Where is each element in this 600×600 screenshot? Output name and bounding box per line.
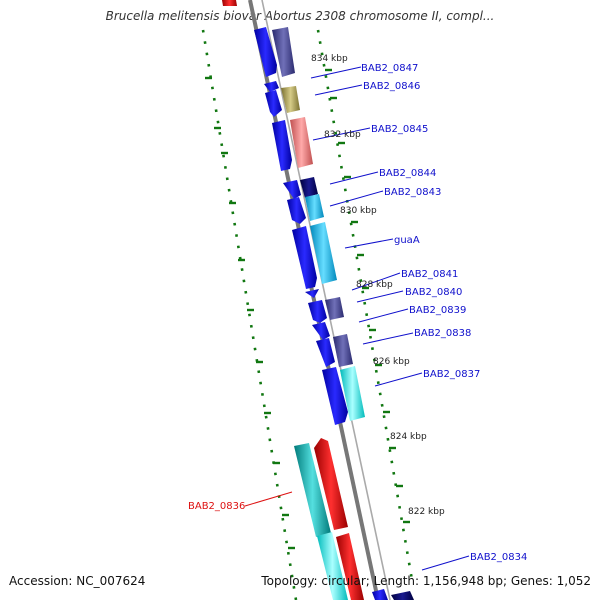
gene-label-bab2-0834[interactable]: BAB2_0834 (470, 552, 527, 563)
gene-track-forward (254, 27, 365, 425)
gene-bab2-0834-feature-cds (372, 589, 388, 600)
gene-bab2-0837-feature-cds (340, 366, 365, 421)
gene-label-bab2-0843[interactable]: BAB2_0843 (384, 187, 441, 198)
gene-label-bab2-0837[interactable]: BAB2_0837 (423, 369, 480, 380)
gene-label-bab2-0846[interactable]: BAB2_0846 (363, 81, 420, 92)
gene-bab2-0846-feature-strand (264, 81, 279, 92)
gene-label-bab2-0839[interactable]: BAB2_0839 (409, 305, 466, 316)
tick-dots-right (316, 29, 414, 581)
gene-bab2-0836-feature-cds (294, 443, 331, 537)
gene-label-guaa[interactable]: guaA (394, 235, 420, 246)
kbp-ruler-labels: 834 kbp 832 kbp 830 kbp 828 kbp 826 kbp … (311, 54, 445, 517)
gene-bab2-0836-feature-strand (314, 438, 348, 530)
gene-label-bab2-0840[interactable]: BAB2_0840 (405, 287, 462, 298)
map-title: Brucella melitensis biovar Abortus 2308 … (105, 9, 495, 23)
gene-label-bab2-0845[interactable]: BAB2_0845 (371, 124, 428, 135)
gene-bab2-0838-feature-strand (316, 338, 335, 367)
gene-bab2-0840-feature-strand (308, 300, 327, 323)
kbp-label-828: 828 kbp (356, 280, 393, 290)
gene-guaa-feature-strand (292, 226, 317, 289)
gene-label-bab2-0841[interactable]: BAB2_0841 (401, 269, 458, 280)
gene-track-lower (222, 0, 414, 600)
kbp-label-824: 824 kbp (390, 432, 427, 442)
gene-label-bab2-0838[interactable]: BAB2_0838 (414, 328, 471, 339)
gene-bab2-0841-feature-arrow (305, 289, 319, 298)
gene-top-strand (222, 0, 237, 6)
gene-bab2-0835-feature-strand (336, 533, 364, 600)
gene-bab2-0846-feature-arrow (265, 90, 282, 117)
major-ticks (205, 68, 410, 550)
accession-text: Accession: NC_007624 (9, 574, 146, 588)
gene-bab2-0843-feature-strand (287, 197, 306, 224)
gene-bab2-0834-feature-arrow (391, 591, 414, 600)
gene-bab2-0847-feature-strand (254, 27, 277, 77)
kbp-label-832: 832 kbp (324, 130, 361, 140)
gene-bab2-0847-feature-cds (272, 27, 295, 77)
kbp-label-834: 834 kbp (311, 54, 348, 64)
gene-bab2-0844-feature-cds (300, 177, 318, 198)
kbp-label-826: 826 kbp (373, 357, 410, 367)
tick-dots-left (201, 29, 298, 600)
gene-guaa-feature-cds (310, 222, 337, 284)
label-leaders (310, 66, 470, 571)
gene-bab2-0846-feature-cds (281, 86, 300, 113)
label-leader-selected (244, 491, 293, 507)
gene-bab2-0844-feature-strand (283, 180, 301, 199)
gene-label-bab2-0844[interactable]: BAB2_0844 (379, 168, 436, 179)
gene-bab2-0837-feature-strand (322, 367, 348, 425)
gene-bab2-0845-feature-cds (290, 117, 313, 168)
gene-bab2-0839-feature-strand (312, 322, 330, 340)
kbp-label-830: 830 kbp (340, 206, 377, 216)
gene-bab2-0835-feature-cds (317, 532, 348, 600)
gene-label-bab2-0836[interactable]: BAB2_0836 (188, 501, 245, 512)
gene-label-bab2-0847[interactable]: BAB2_0847 (361, 63, 418, 74)
topology-text: Topology: circular; Length: 1,156,948 bp… (261, 574, 591, 588)
gene-bab2-0838-feature-cds (333, 334, 353, 367)
gene-bab2-0845-feature-strand (272, 120, 292, 171)
gene-bab2-0843-feature-cds (305, 194, 324, 221)
gene-bab2-0840-feature-cds (325, 297, 344, 320)
kbp-label-822: 822 kbp (408, 507, 445, 517)
gene-labels[interactable]: BAB2_0847 BAB2_0846 BAB2_0845 BAB2_0844 … (188, 63, 527, 563)
